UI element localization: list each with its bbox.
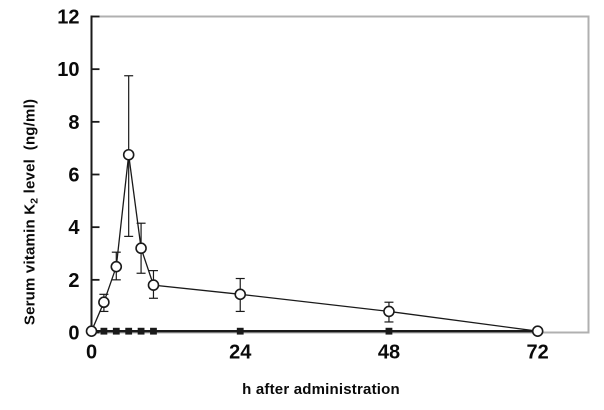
x-axis-title: h after administration <box>242 381 400 398</box>
series-line-open-circle-series <box>90 154 538 332</box>
y-tick-label: 2 <box>68 270 79 292</box>
data-point-open-circle <box>147 279 160 291</box>
y-tick-label: 4 <box>68 217 80 239</box>
data-point-filled-square <box>150 327 157 335</box>
data-point-filled-square <box>236 327 244 335</box>
x-tick-label: 24 <box>229 342 252 364</box>
x-tick-label: 72 <box>527 342 549 364</box>
data-point-filled-square <box>125 327 133 335</box>
y-tick-label: 12 <box>57 7 79 29</box>
data-point-open-circle <box>98 296 110 309</box>
plot-frame <box>90 15 590 334</box>
data-point-filled-square <box>137 327 145 335</box>
y-tick-label: 8 <box>68 112 79 134</box>
data-point-filled-square <box>112 327 120 335</box>
y-tick-label: 6 <box>68 165 79 187</box>
x-tick-label: 48 <box>378 342 400 364</box>
data-point-open-circle <box>110 260 123 273</box>
data-point-filled-square <box>385 327 393 335</box>
data-point-open-circle <box>531 325 544 337</box>
data-point-filled-square <box>100 327 108 335</box>
data-point-open-circle <box>85 325 98 337</box>
data-point-open-circle <box>383 305 395 318</box>
y-tick-label: 0 <box>68 323 79 345</box>
data-point-open-circle <box>135 242 147 255</box>
y-tick-label: 10 <box>57 59 79 81</box>
data-point-open-circle <box>234 288 247 301</box>
data-point-open-circle <box>122 148 135 161</box>
x-tick-label: 0 <box>86 342 97 364</box>
